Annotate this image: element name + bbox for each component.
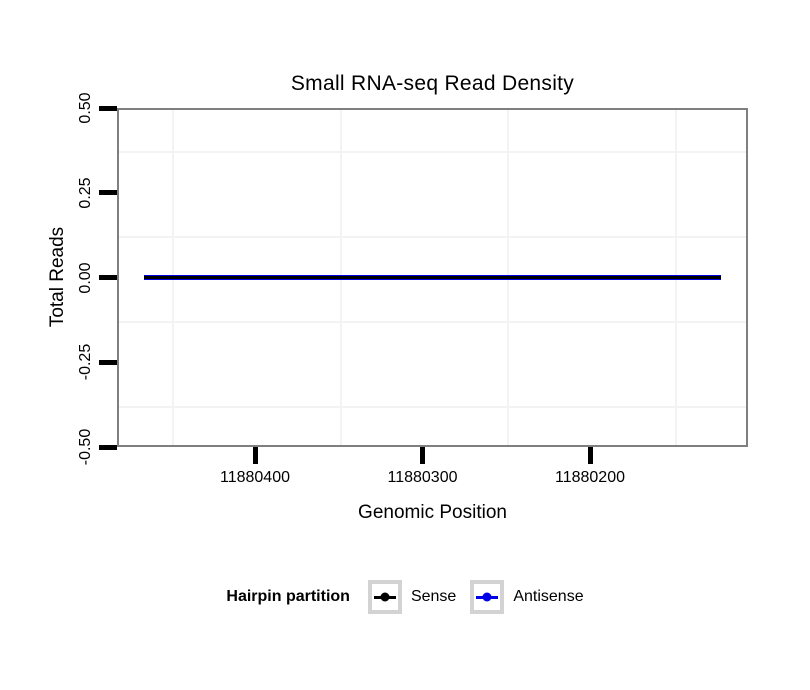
- x-axis-tick: [420, 447, 425, 464]
- y-axis-tick: [99, 359, 117, 365]
- y-axis-tick: [99, 444, 117, 450]
- x-axis-tick-label: 11880200: [555, 469, 625, 486]
- y-axis-tick-label: -0.50: [77, 428, 94, 466]
- minor-gridline-horizontal: [119, 320, 746, 323]
- x-axis-tick: [587, 447, 593, 464]
- y-axis-tick-label: 0.00: [77, 261, 94, 294]
- x-axis-tick-label: 11880400: [220, 469, 290, 486]
- legend-label-sense: Sense: [410, 588, 457, 605]
- y-axis-tick: [99, 275, 117, 280]
- y-axis-tick-label: -0.25: [77, 344, 94, 381]
- legend-key-sense: [367, 580, 402, 614]
- legend-entry-antisense: Antisense: [470, 580, 584, 614]
- y-axis-title: Total Reads: [47, 226, 68, 328]
- legend-key-antisense: [470, 580, 505, 614]
- chart-title: Small RNA-seq Read Density: [290, 72, 575, 95]
- x-axis-tick-label: 11880300: [387, 469, 458, 486]
- sense-point-icon: [380, 592, 390, 602]
- legend: Hairpin partition Sense Antisense: [0, 578, 810, 616]
- y-axis-tick-label: 0.50: [77, 92, 94, 124]
- y-axis-tick-label: 0.25: [77, 177, 94, 209]
- legend-title: Hairpin partition: [226, 588, 350, 605]
- y-axis-tick: [99, 105, 117, 111]
- minor-gridline-horizontal: [119, 236, 746, 239]
- x-axis-title: Genomic Position: [358, 502, 507, 523]
- legend-label-antisense: Antisense: [513, 588, 584, 605]
- data-line-sense: [144, 276, 721, 279]
- antisense-point-icon: [482, 592, 492, 602]
- y-axis-tick: [99, 190, 117, 196]
- legend-entry-sense: Sense: [367, 580, 457, 614]
- x-axis-tick: [252, 447, 258, 464]
- minor-gridline-horizontal: [119, 405, 746, 408]
- minor-gridline-horizontal: [119, 151, 746, 154]
